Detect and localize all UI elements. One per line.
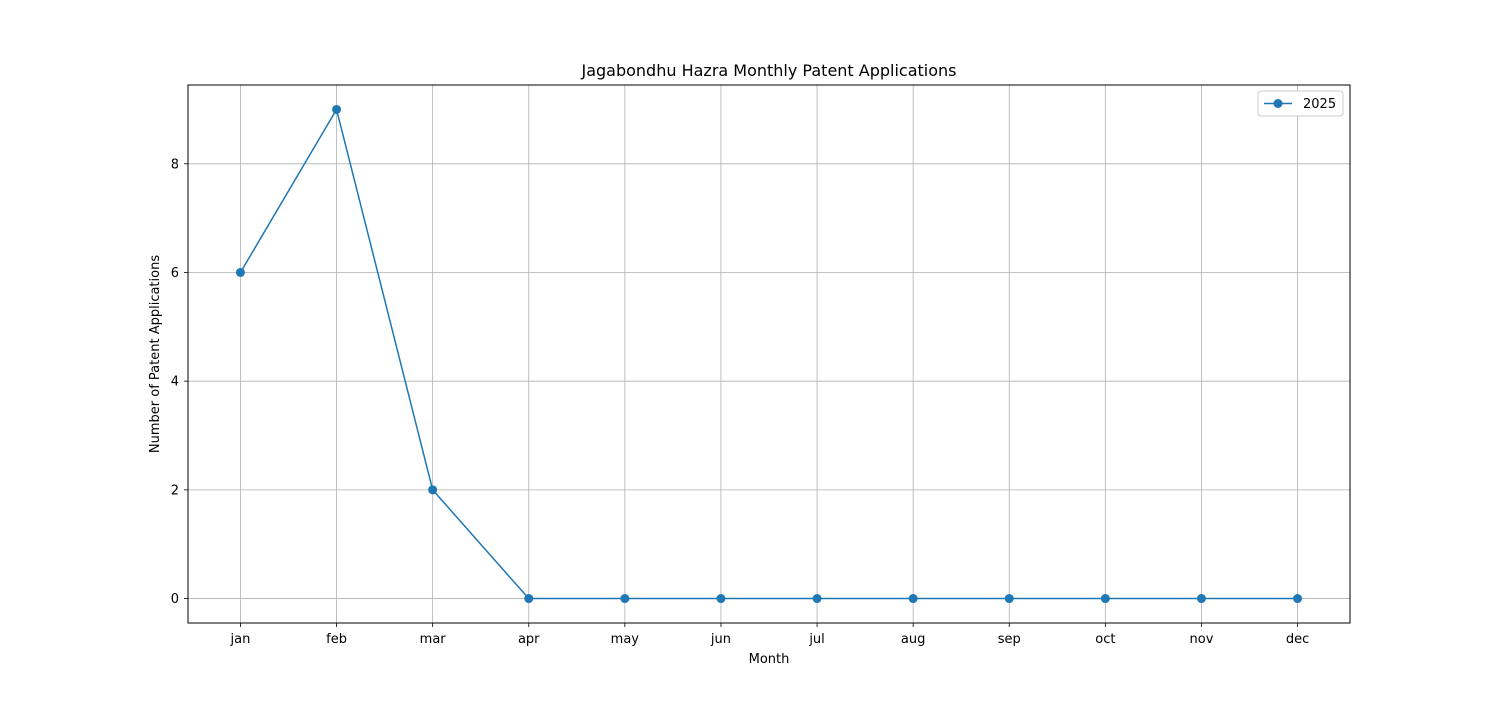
- data-point-dec: [1293, 594, 1302, 603]
- y-axis-ticks: 0 2 4 6 8: [171, 157, 188, 607]
- y-tick-label-4: 4: [171, 375, 179, 390]
- x-tick-label-sep: sep: [998, 632, 1021, 647]
- data-point-feb: [332, 105, 341, 114]
- x-tick-label-may: may: [611, 632, 640, 647]
- data-point-jun: [716, 594, 725, 603]
- x-tick-label-jan: jan: [230, 632, 251, 647]
- x-tick-label-feb: feb: [326, 632, 347, 647]
- data-point-mar: [428, 485, 437, 494]
- chart-title: Jagabondhu Hazra Monthly Patent Applicat…: [580, 61, 956, 80]
- series-line-2025: [240, 109, 1297, 598]
- data-point-jan: [236, 268, 245, 277]
- legend-label-2025: 2025: [1303, 97, 1336, 112]
- y-tick-label-0: 0: [171, 592, 179, 607]
- plot-frame: [188, 85, 1350, 623]
- data-point-may: [620, 594, 629, 603]
- x-tick-label-nov: nov: [1190, 632, 1214, 647]
- x-tick-label-dec: dec: [1286, 632, 1309, 647]
- legend-marker: [1274, 99, 1283, 108]
- x-tick-label-aug: aug: [901, 632, 925, 647]
- x-tick-label-jul: jul: [808, 632, 824, 647]
- x-tick-label-apr: apr: [518, 632, 540, 647]
- x-axis-ticks: jan feb mar apr may jun jul aug sep oct nov dec: [230, 623, 1310, 647]
- x-axis-label: Month: [749, 652, 790, 667]
- y-tick-label-6: 6: [171, 266, 179, 281]
- data-point-nov: [1197, 594, 1206, 603]
- y-tick-label-2: 2: [171, 483, 179, 498]
- grid-layer: [188, 85, 1350, 623]
- data-point-aug: [909, 594, 918, 603]
- legend: 2025: [1258, 91, 1343, 116]
- y-tick-label-8: 8: [171, 157, 179, 172]
- series-layer: [236, 105, 1302, 603]
- data-point-apr: [524, 594, 533, 603]
- y-axis-label: Number of Patent Applications: [148, 255, 163, 453]
- x-tick-label-jun: jun: [710, 632, 731, 647]
- data-point-sep: [1005, 594, 1014, 603]
- x-tick-label-oct: oct: [1095, 632, 1115, 647]
- data-point-jul: [813, 594, 822, 603]
- x-tick-label-mar: mar: [420, 632, 447, 647]
- data-point-oct: [1101, 594, 1110, 603]
